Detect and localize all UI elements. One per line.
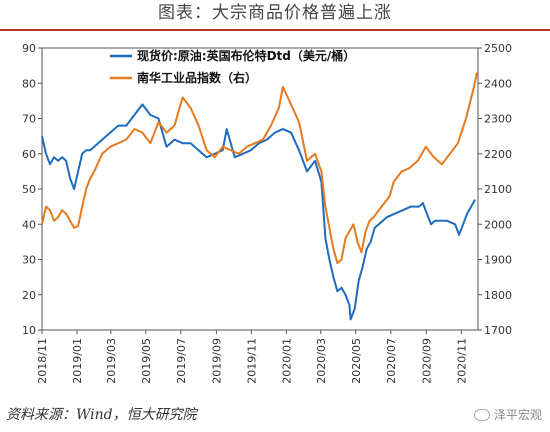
x-tick-label: 2020/09 (420, 338, 433, 384)
y-left-tick-label: 40 (22, 218, 36, 231)
line-chart: 10 20 30 40 50 60 70 80 90 1700 1800 1900 2000 2100 22… (22, 42, 512, 384)
x-tick-label: 2018/11 (36, 338, 49, 384)
y-right-tick-label: 1800 (484, 289, 512, 302)
x-tick-label: 2020/07 (385, 338, 398, 384)
watermark: 泽平宏观 (473, 406, 542, 423)
x-tick-label: 2019/05 (140, 338, 153, 384)
y-left-tick-label: 30 (22, 254, 36, 267)
plot-frame (41, 47, 479, 331)
y-left-tick-label: 10 (22, 324, 36, 337)
y-right-tick-label: 2500 (484, 42, 512, 55)
chart-title: 图表：大宗商品价格普遍上涨 (158, 3, 392, 23)
y-right-tick-label: 1900 (484, 254, 512, 267)
y-right-tick-label: 2300 (484, 113, 512, 126)
series-line-2 (41, 72, 478, 264)
x-tick-label: 2019/03 (105, 338, 118, 384)
legend-label-2: 南华工业品指数（右） (137, 70, 257, 85)
x-tick-label: 2019/09 (210, 338, 223, 384)
watermark-text: 泽平宏观 (493, 408, 542, 422)
y-right-tick-label: 2100 (484, 183, 512, 196)
y-left-tick-label: 90 (22, 42, 36, 55)
x-tick-label: 2019/01 (71, 338, 84, 384)
x-tick-label: 2020/01 (280, 338, 293, 384)
y-left-tick-label: 20 (22, 289, 36, 302)
y-right-tick-label: 2000 (484, 218, 512, 231)
x-tick-label: 2019/11 (245, 338, 258, 384)
x-tick-label: 2019/07 (175, 338, 188, 384)
wechat-icon (473, 408, 490, 421)
x-tick-label: 2020/05 (350, 338, 363, 384)
y-right-tick-label: 2400 (484, 77, 512, 90)
y-right-tick-label: 2200 (484, 148, 512, 161)
title-divider (0, 29, 550, 31)
x-tick-label: 2020/03 (315, 338, 328, 384)
plot-area: 10 20 30 40 50 60 70 80 90 1700 1800 1900 2000 2100 22… (22, 42, 512, 384)
y-left-tick-label: 50 (22, 183, 36, 196)
y-left-tick-label: 60 (22, 148, 36, 161)
x-tick-label: 2020/11 (455, 338, 468, 384)
source-note: 资料来源：Wind，恒大研究院 (6, 407, 197, 423)
y-right-tick-label: 1700 (484, 324, 512, 337)
legend-label-1: 现货价:原油:英国布伦特Dtd（美元/桶） (137, 48, 355, 63)
y-left-tick-label: 70 (22, 113, 36, 126)
y-left-tick-label: 80 (22, 77, 36, 90)
series-line-1 (41, 103, 476, 321)
